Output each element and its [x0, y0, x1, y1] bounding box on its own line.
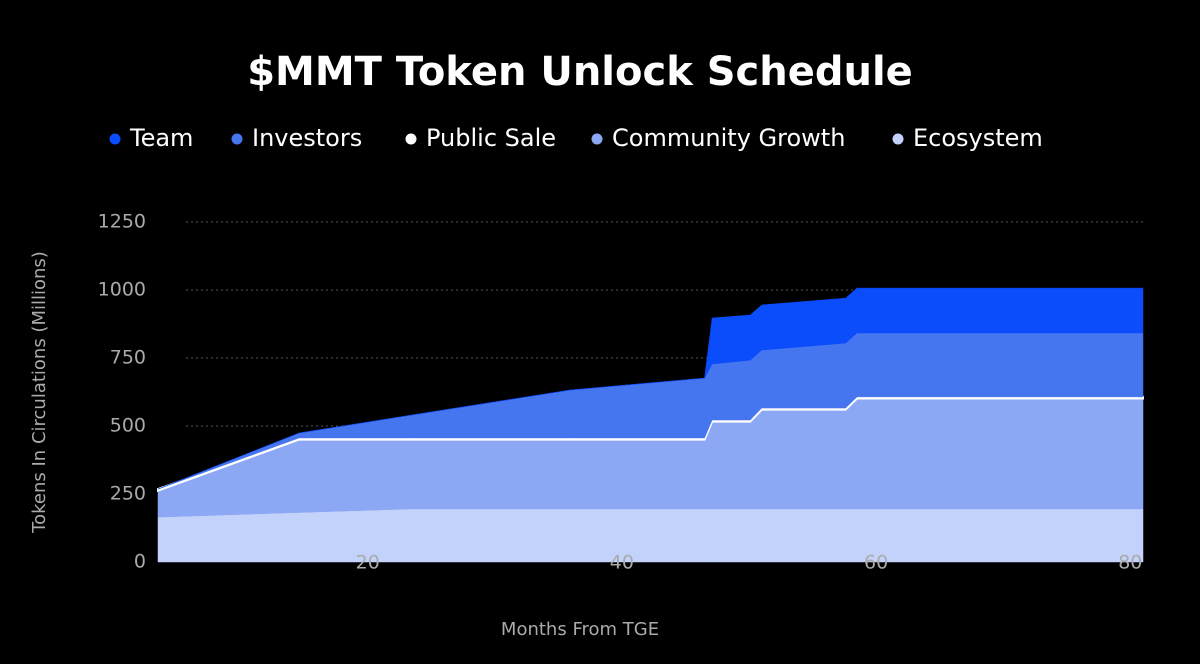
x-tick-label: 40	[610, 552, 634, 574]
chart-title: $MMT Token Unlock Schedule	[247, 49, 913, 95]
legend-label: Team	[129, 124, 193, 152]
legend-label: Public Sale	[426, 124, 556, 152]
legend-label: Community Growth	[612, 124, 845, 152]
x-tick-label: 60	[864, 552, 888, 574]
y-tick-label: 750	[110, 347, 146, 369]
legend-swatch	[892, 133, 904, 145]
legend: Team Investors Public Sale Community Growth…	[109, 124, 1043, 152]
legend-label: Ecosystem	[913, 124, 1043, 152]
legend-label: Investors	[252, 124, 362, 152]
y-tick-label: 0	[134, 551, 146, 573]
area	[157, 508, 1144, 563]
axes: 0 250 500 750 1000 1250 20 40 60 80	[98, 211, 1143, 574]
x-tick-label: 20	[356, 552, 380, 574]
y-tick-label: 1000	[98, 279, 146, 301]
legend-swatch	[405, 133, 417, 145]
y-tick-label: 500	[110, 415, 146, 437]
legend-swatch	[109, 133, 121, 145]
legend-swatch	[591, 133, 603, 145]
legend-swatch	[231, 133, 243, 145]
x-tick-label: 80	[1118, 552, 1142, 574]
area	[157, 287, 1144, 490]
y-tick-label: 250	[110, 483, 146, 505]
y-axis-label: Tokens In Circulations (Millions)	[29, 251, 50, 534]
y-tick-label: 1250	[98, 211, 146, 233]
plot-area	[157, 287, 1144, 563]
x-axis-label: Months From TGE	[501, 619, 659, 640]
